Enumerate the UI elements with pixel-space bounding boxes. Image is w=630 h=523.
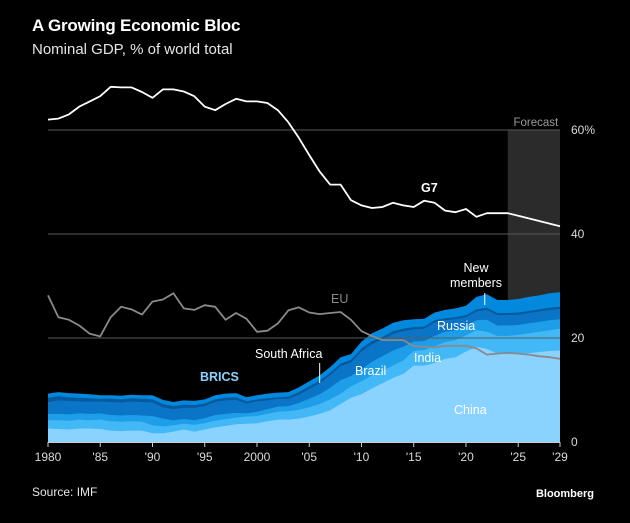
- x-tick-label: '25: [510, 450, 526, 464]
- g7-label: G7: [421, 181, 438, 195]
- eu-line: [47, 292, 561, 360]
- x-tick-label: '20: [458, 450, 474, 464]
- y-tick-label: 60%: [571, 123, 595, 137]
- china-area: [48, 346, 560, 442]
- source-note: Source: IMF: [32, 485, 98, 499]
- x-tick-label: '85: [92, 450, 108, 464]
- x-tick-label: 1980: [35, 450, 62, 464]
- india-label: India: [414, 351, 441, 365]
- chart-title: A Growing Economic Bloc: [32, 16, 241, 35]
- x-tick-label: '95: [197, 450, 213, 464]
- south-africa-label: South Africa: [255, 347, 322, 361]
- x-tick-label: '10: [354, 450, 370, 464]
- y-tick-label: 0: [571, 435, 578, 449]
- g7-line: [47, 85, 561, 228]
- x-tick-label: '29: [552, 450, 568, 464]
- y-tick-label: 20: [571, 331, 585, 345]
- x-tick-label: '90: [145, 450, 161, 464]
- x-tick-label: 2000: [244, 450, 271, 464]
- x-tick-label: '05: [301, 450, 317, 464]
- new-members-label: New members: [450, 261, 502, 290]
- y-tick-label: 40: [571, 227, 585, 241]
- bloomberg-logo: Bloomberg: [535, 488, 594, 500]
- forecast-label: Forecast: [514, 117, 560, 129]
- china-label: China: [454, 403, 487, 417]
- eu-label: EU: [331, 292, 348, 306]
- brazil-label: Brazil: [355, 364, 386, 378]
- chart-subtitle: Nominal GDP, % of world total: [32, 41, 233, 58]
- brics-label: BRICS: [200, 370, 239, 384]
- x-tick-label: '15: [406, 450, 422, 464]
- russia-label: Russia: [437, 319, 475, 333]
